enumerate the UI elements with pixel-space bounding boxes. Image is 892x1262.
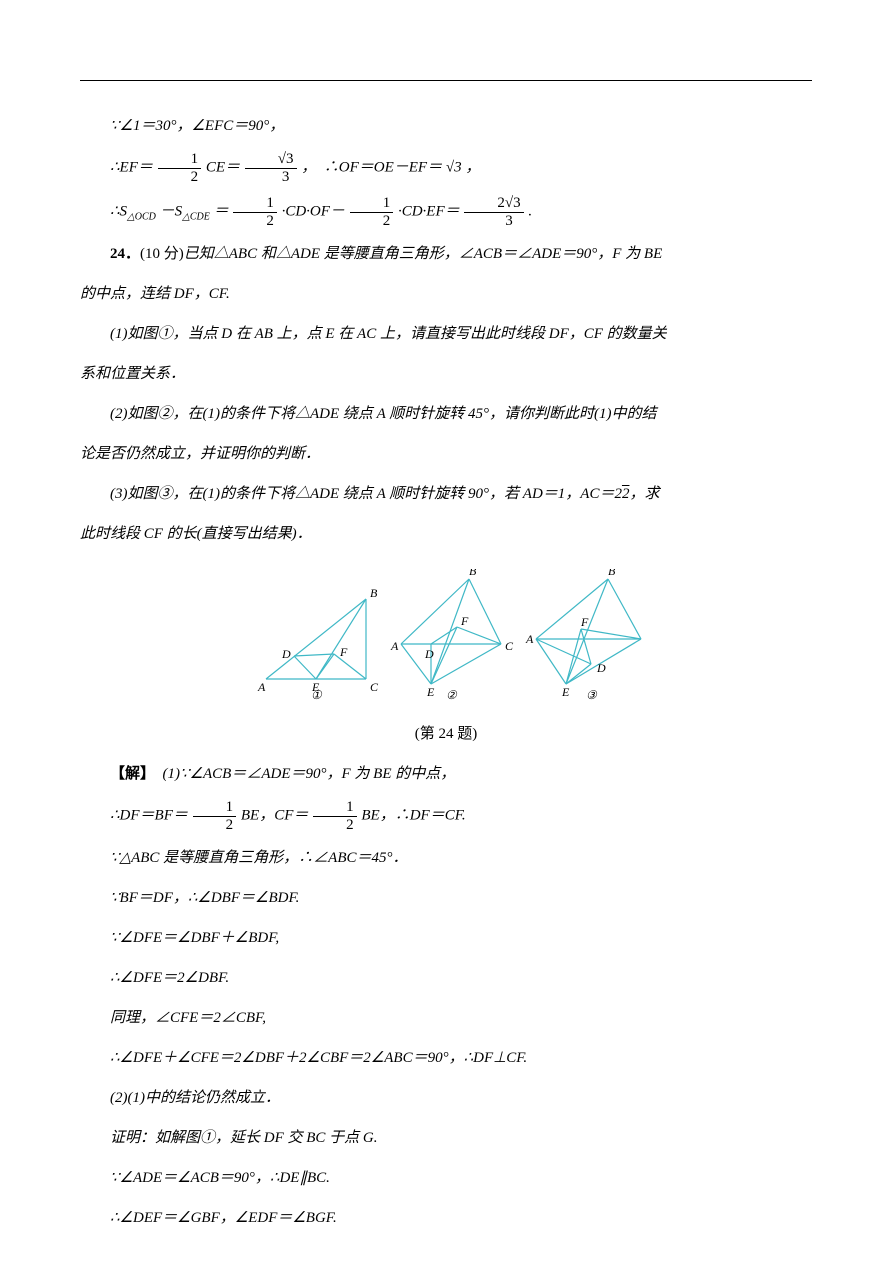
text: ∴DF＝BF＝ bbox=[110, 807, 188, 823]
frac-half-2: 12 bbox=[233, 195, 277, 229]
solution-line-7: 同理，∠CFE＝2∠CBF, bbox=[80, 1003, 812, 1033]
frac-sqrt3-3-1: √33 bbox=[245, 151, 297, 185]
sqrt3: √3 bbox=[446, 159, 462, 175]
cont-line-1: ∵∠1＝30°，∠EFC＝90°， bbox=[80, 111, 812, 141]
text: ，求 bbox=[629, 486, 659, 502]
text: BE，CF＝ bbox=[241, 807, 309, 823]
solution-line-6: ∴∠DFE＝2∠DBF. bbox=[80, 963, 812, 993]
solution-line-5: ∵∠DFE＝∠DBF＋∠BDF, bbox=[80, 923, 812, 953]
solution-line-2: ∴DF＝BF＝ 12 BE，CF＝ 12 BE，∴DF＝CF. bbox=[80, 799, 812, 833]
q24-p2: (2)如图②，在(1)的条件下将△ADE 绕点 A 顺时针旋转 45°，请你判断… bbox=[80, 399, 812, 429]
svg-text:①: ① bbox=[311, 688, 323, 702]
figure-1: ABCDEF① bbox=[257, 586, 379, 702]
solution-line-12: ∴∠DEF＝∠GBF，∠EDF＝∠BGF. bbox=[80, 1203, 812, 1233]
svg-text:A: A bbox=[390, 639, 399, 653]
cont-line-2: ∴EF＝ 12 CE＝ √33 ， ∴OF＝OE－EF＝ √3 ， bbox=[80, 151, 812, 185]
frac-half-5: 12 bbox=[313, 799, 357, 833]
solution-line-3: ∵△ABC 是等腰直角三角形，∴∠ABC＝45°． bbox=[80, 843, 812, 873]
text: －S bbox=[160, 203, 183, 219]
sub: △CDE bbox=[182, 211, 210, 222]
text: ·CD·EF＝ bbox=[398, 203, 460, 219]
svg-text:F: F bbox=[460, 614, 469, 628]
svg-text:F: F bbox=[580, 615, 589, 629]
figure-24: A B C D E F ① A B C D E F ② A B C D E F ③ bbox=[80, 569, 812, 714]
q24-score: (10 分) bbox=[140, 246, 184, 262]
text: ·CD·OF－ bbox=[282, 203, 345, 219]
svg-text:E: E bbox=[561, 685, 570, 699]
text: ， ∴OF＝OE－EF＝ bbox=[301, 159, 442, 175]
page: ∵∠1＝30°，∠EFC＝90°， ∴EF＝ 12 CE＝ √33 ， ∴OF＝… bbox=[0, 0, 892, 1262]
text: 已知△ABC 和△ADE 是等腰直角三角形，∠ACB＝∠ADE＝90°，F 为 … bbox=[184, 246, 662, 262]
solution-line-8: ∴∠DFE＋∠CFE＝2∠DBF＋2∠CBF＝2∠ABC＝90°，∴DF⊥CF. bbox=[80, 1043, 812, 1073]
svg-text:D: D bbox=[596, 661, 606, 675]
solution-label: 【解】 bbox=[110, 766, 148, 782]
svg-text:②: ② bbox=[446, 688, 458, 702]
svg-text:E: E bbox=[426, 685, 435, 699]
svg-text:B: B bbox=[370, 586, 378, 600]
figure-caption: (第 24 题) bbox=[80, 722, 812, 743]
text: BE，∴DF＝CF. bbox=[361, 807, 465, 823]
solution-line-4: ∵BF＝DF，∴∠DBF＝∠BDF. bbox=[80, 883, 812, 913]
q24-stem-2: 的中点，连结 DF，CF. bbox=[80, 279, 812, 309]
figure-2: A B C D E F ② bbox=[390, 569, 514, 702]
frac-2sqrt3-3: 2√33 bbox=[464, 195, 523, 229]
text: (1)∵∠ACB＝∠ADE＝90°，F 为 BE 的中点， bbox=[163, 766, 456, 782]
figure-svg: A B C D E F ① A B C D E F ② A B C D E F ③ bbox=[246, 569, 646, 709]
figure-3: ABCDEF③ bbox=[525, 569, 646, 702]
q24-stem: 24．(10 分)已知△ABC 和△ADE 是等腰直角三角形，∠ACB＝∠ADE… bbox=[80, 239, 812, 269]
frac-half-4: 12 bbox=[193, 799, 237, 833]
sub: △OCD bbox=[127, 211, 156, 222]
q24-p1b: 系和位置关系． bbox=[80, 359, 812, 389]
text: CE＝ bbox=[206, 159, 240, 175]
solution-line-10: 证明：如解图①，延长 DF 交 BC 于点 G. bbox=[80, 1123, 812, 1153]
svg-text:D: D bbox=[281, 647, 291, 661]
svg-text:A: A bbox=[257, 680, 266, 694]
solution-line-9: (2)(1)中的结论仍然成立． bbox=[80, 1083, 812, 1113]
text: ＝ bbox=[214, 203, 229, 219]
solution-line-1: 【解】 (1)∵∠ACB＝∠ADE＝90°，F 为 BE 的中点， bbox=[80, 759, 812, 789]
solution-line-11: ∵∠ADE＝∠ACB＝90°，∴DE∥BC. bbox=[80, 1163, 812, 1193]
svg-text:D: D bbox=[424, 647, 434, 661]
svg-text:③: ③ bbox=[586, 688, 598, 702]
svg-text:C: C bbox=[370, 680, 379, 694]
q24-p2b: 论是否仍然成立，并证明你的判断． bbox=[80, 439, 812, 469]
text: ∴S bbox=[110, 203, 127, 219]
text: (3)如图③，在(1)的条件下将△ADE 绕点 A 顺时针旋转 90°，若 AD… bbox=[110, 486, 622, 502]
cont-line-3: ∴S△OCD －S△CDE ＝ 12 ·CD·OF－ 12 ·CD·EF＝ 2√… bbox=[80, 195, 812, 229]
svg-text:C: C bbox=[505, 639, 514, 653]
svg-text:B: B bbox=[608, 569, 616, 578]
svg-text:B: B bbox=[469, 569, 477, 578]
svg-text:A: A bbox=[525, 632, 534, 646]
q24-p3: (3)如图③，在(1)的条件下将△ADE 绕点 A 顺时针旋转 90°，若 AD… bbox=[80, 479, 812, 509]
text: ∴EF＝ bbox=[110, 159, 153, 175]
text: . bbox=[528, 203, 532, 219]
top-rule bbox=[80, 80, 812, 81]
text: ， bbox=[465, 159, 480, 175]
frac-half-1: 12 bbox=[158, 151, 202, 185]
q24-p1: (1)如图①，当点 D 在 AB 上，点 E 在 AC 上，请直接写出此时线段 … bbox=[80, 319, 812, 349]
q24-p3c: 此时线段 CF 的长(直接写出结果)． bbox=[80, 519, 812, 549]
frac-half-3: 12 bbox=[350, 195, 394, 229]
q24-number: 24． bbox=[110, 246, 140, 262]
svg-text:F: F bbox=[339, 645, 348, 659]
